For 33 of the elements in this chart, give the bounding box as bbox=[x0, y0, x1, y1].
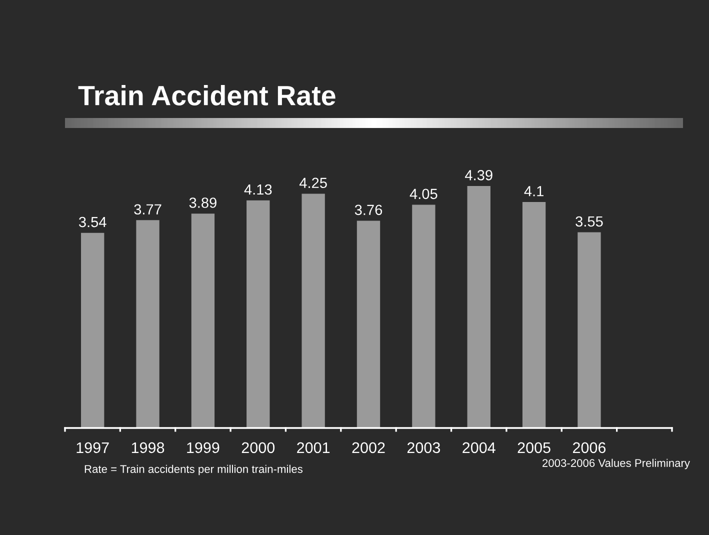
data-label: 3.76 bbox=[354, 204, 382, 216]
x-tick-label: 1998 bbox=[132, 442, 164, 454]
data-label: 4.13 bbox=[244, 184, 272, 195]
data-label: 4.25 bbox=[299, 178, 327, 188]
bar bbox=[302, 194, 325, 428]
chart-title: Train Accident Rate bbox=[78, 85, 336, 106]
data-label: 3.55 bbox=[576, 216, 603, 227]
bar bbox=[522, 202, 546, 428]
bar bbox=[246, 200, 270, 428]
x-tick-label: 2001 bbox=[297, 442, 330, 454]
x-tick-label: 2002 bbox=[352, 442, 385, 454]
bar bbox=[136, 220, 160, 428]
bar bbox=[356, 220, 380, 428]
data-label: 4.39 bbox=[465, 170, 492, 180]
x-tick-label: 2006 bbox=[573, 442, 606, 454]
x-tick-label: 2005 bbox=[518, 442, 550, 454]
data-label: 4.05 bbox=[410, 188, 438, 200]
data-label: 3.77 bbox=[134, 204, 162, 215]
x-tick-label: 1999 bbox=[187, 442, 220, 454]
bar bbox=[81, 232, 104, 428]
data-label: 3.89 bbox=[189, 198, 216, 208]
text: Rate = Train accidents per million train-miles bbox=[84, 464, 303, 476]
bar bbox=[578, 232, 601, 428]
x-tick-label: 1997 bbox=[76, 442, 109, 454]
bar bbox=[467, 186, 490, 428]
x-tick-label: 2003 bbox=[407, 442, 440, 454]
x-tick-label: 2000 bbox=[242, 442, 275, 454]
bar bbox=[191, 214, 215, 428]
bar bbox=[412, 204, 436, 428]
x-tick-label: 2004 bbox=[462, 442, 496, 454]
data-label: 4.1 bbox=[524, 186, 544, 196]
text: 2003-2006 Values Preliminary bbox=[542, 458, 690, 470]
data-label: 3.54 bbox=[78, 216, 106, 228]
